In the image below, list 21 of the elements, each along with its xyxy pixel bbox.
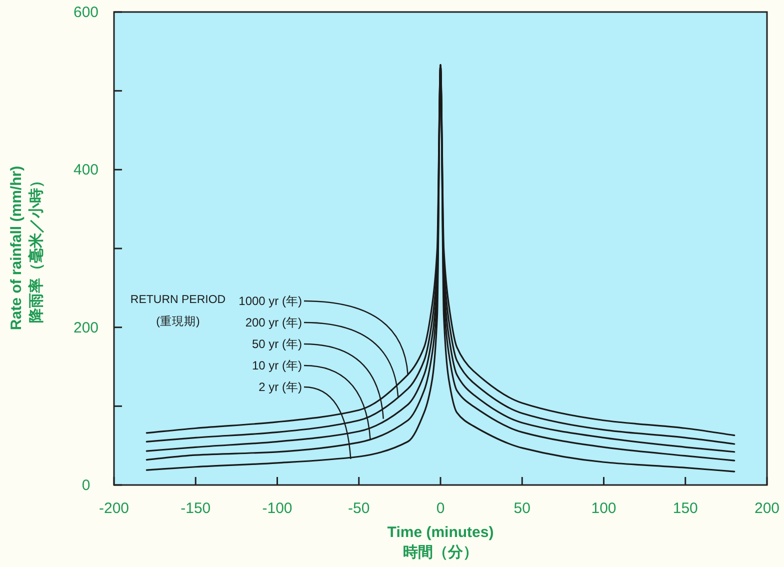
annotation: 200 yr (年) <box>245 316 302 330</box>
y-axis-title: Rate of rainfall (mm/hr) 降雨率（毫米／小時） <box>8 166 45 330</box>
x-tick-label: 150 <box>672 500 698 517</box>
y-tick-label: 400 <box>73 162 99 179</box>
x-tick-label: 100 <box>591 500 616 517</box>
x-tick-label: 50 <box>514 500 530 517</box>
annotation: 50 yr (年) <box>252 337 302 351</box>
x-tick-label: -150 <box>180 500 211 517</box>
y-tick-label: 0 <box>82 477 90 494</box>
annotation: 10 yr (年) <box>252 358 302 372</box>
x-tick-label: -200 <box>98 500 130 517</box>
y-tick-label: 200 <box>73 319 99 336</box>
annotation: 2 yr (年) <box>258 380 302 394</box>
annotation: 1000 yr (年) <box>238 294 302 308</box>
x-tick-label: -100 <box>262 500 292 517</box>
x-axis-title: Time (minutes) 時間（分） <box>387 524 494 561</box>
x-tick-label: 200 <box>754 500 780 517</box>
x-tick-label: -50 <box>348 500 370 517</box>
annotation: RETURN PERIOD (重現期) <box>130 294 226 328</box>
x-tick-label: 0 <box>436 500 445 517</box>
y-tick-label: 600 <box>73 4 99 21</box>
